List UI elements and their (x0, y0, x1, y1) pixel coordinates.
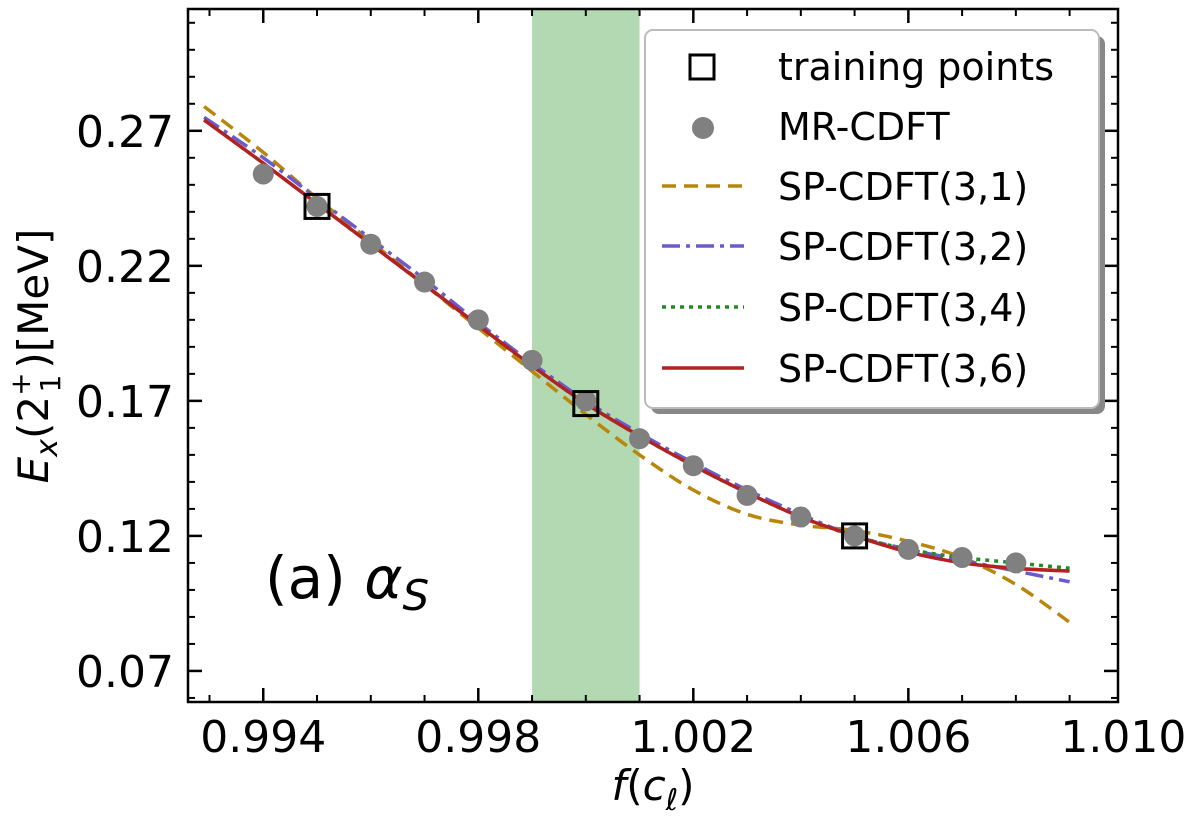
y-tick-label: 0.22 (76, 242, 174, 293)
mr-cdft-point (414, 271, 436, 293)
mr-cdft-point (360, 233, 382, 255)
x-tick-label: 1.006 (845, 712, 971, 763)
legend: training points MR-CDFT SP-CDFT(3,1) SP-… (644, 29, 1105, 414)
legend-mr-cdft-marker (692, 117, 714, 139)
mr-cdft-point (682, 455, 704, 477)
annotation-subscript: S (402, 571, 429, 620)
mr-cdft-point (736, 484, 758, 506)
mr-cdft-points (252, 163, 1027, 574)
x-tick-label: 0.994 (200, 712, 326, 763)
x-axis-label: f(cℓ) (611, 761, 694, 818)
xlabel-open: ( (626, 761, 642, 810)
ylabel-close: )[MeV] (9, 229, 58, 369)
mr-cdft-point (844, 525, 866, 547)
legend-training-marker (688, 53, 716, 81)
legend-mr-cdft-label: MR-CDFT (778, 105, 950, 149)
legend-training-label: training points (778, 45, 1054, 89)
training-point (303, 192, 331, 220)
training-point (841, 522, 869, 550)
ylabel-sup: + (4, 372, 37, 395)
ylabel-x: x (30, 439, 65, 458)
y-axis-label: Ex(2+1 )[MeV] (4, 229, 67, 484)
legend-sp31-label: SP-CDFT(3,1) (778, 165, 1028, 209)
legend-box (644, 29, 1100, 409)
y-tick-label: 0.27 (76, 107, 174, 158)
legend-sp34-label: SP-CDFT(3,4) (778, 286, 1028, 330)
ylabel-E: E (9, 456, 58, 483)
x-tick-label: 0.998 (415, 712, 541, 763)
training-points (303, 192, 869, 550)
y-tick-label: 0.07 (76, 647, 174, 698)
xlabel-c: c (643, 761, 666, 810)
mr-cdft-point (951, 547, 973, 569)
ylabel-sub: 1 (34, 375, 67, 393)
mr-cdft-point (897, 538, 919, 560)
y-tick-label: 0.17 (76, 377, 174, 428)
tick-labels: 0.994 0.998 1.002 1.006 1.010 0.07 0.12 0.17 0.2… (76, 107, 1186, 763)
xlabel-sub: ℓ (665, 783, 678, 818)
annotation-prefix: (a) (265, 544, 364, 612)
mr-cdft-point (575, 390, 597, 412)
x-tick-label: 1.002 (630, 712, 756, 763)
legend-sp36-label: SP-CDFT(3,6) (778, 347, 1028, 391)
panel-annotation: (a) αS (265, 544, 429, 620)
mr-cdft-point (1005, 552, 1027, 574)
ylabel-open: (2 (9, 396, 58, 439)
mr-cdft-point (306, 195, 328, 217)
training-point (572, 390, 600, 418)
shaded-band (532, 9, 640, 702)
legend-sp32-label: SP-CDFT(3,2) (778, 225, 1028, 269)
x-tick-label: 1.010 (1060, 712, 1186, 763)
y-tick-label: 0.12 (76, 512, 174, 563)
mr-cdft-point (629, 428, 651, 450)
plot-frame (186, 7, 1120, 704)
annotation-symbol: α (364, 544, 402, 612)
mr-cdft-point (521, 349, 543, 371)
mr-cdft-point (790, 506, 812, 528)
mr-cdft-point (252, 163, 274, 185)
mr-cdft-point (467, 309, 489, 331)
xlabel-close: ) (678, 761, 694, 810)
